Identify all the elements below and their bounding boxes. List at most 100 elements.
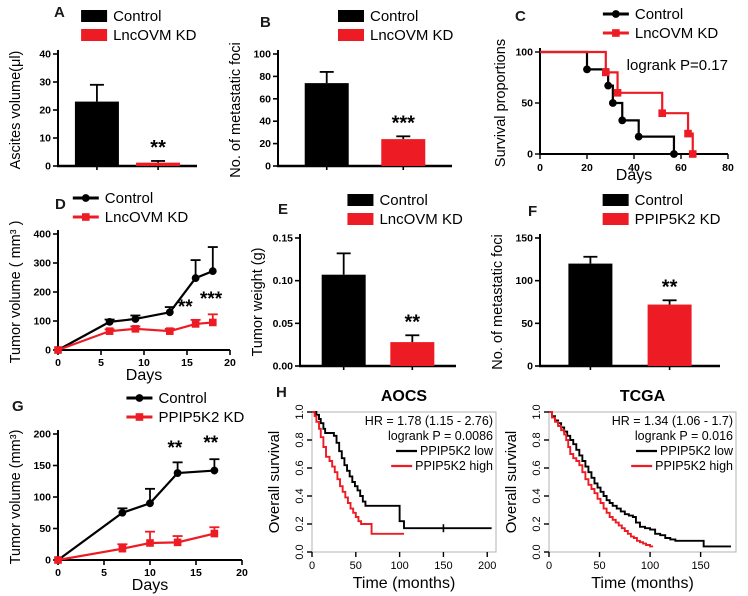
- legend-label-control: Control: [635, 6, 683, 23]
- y-tick-label: 150: [33, 460, 51, 472]
- marker-square: [166, 327, 174, 335]
- x-tick-label: 20: [581, 162, 593, 174]
- y-tick-label: 200: [33, 287, 51, 299]
- y-tick-label: 150: [515, 233, 533, 245]
- chart-km-tcga: TCGA 0.0 0.2 0.4 0.6 0.8 1.0 0 50 100 150 Time (mon…: [503, 388, 737, 592]
- panel-b: B 0 20 40 60 80 100 No. of metastatic foci *** C…: [228, 4, 478, 184]
- annotation-text: logrank P=0.17: [627, 57, 728, 74]
- marker-square: [82, 213, 90, 221]
- significance-label: ***: [200, 289, 223, 310]
- series-line-ppip5k2-high: [312, 411, 404, 535]
- x-tick-label: 15: [181, 357, 193, 369]
- y-axis-label: Ascites volume(μl): [8, 51, 24, 170]
- plot-border: [311, 411, 497, 553]
- x-tick-label: 50: [350, 560, 362, 572]
- marker-circle: [173, 469, 182, 477]
- y-tick-label: 0: [527, 361, 533, 373]
- significance-label: **: [662, 276, 678, 298]
- panel-c: C 0 50 100 0 20 40 60 80 Days Survival proportion…: [492, 4, 744, 184]
- marker-square: [135, 413, 144, 421]
- marker-square: [210, 529, 219, 538]
- marker-square: [131, 325, 140, 333]
- legend-label-ppip5k2-kd: PPIP5K2 KD: [635, 211, 721, 228]
- significance-label: **: [167, 438, 182, 459]
- legend-swatch-lncovm-kd: [347, 213, 374, 225]
- y-tick-label: 1.0: [294, 404, 306, 419]
- legend-label-control: Control: [158, 390, 206, 407]
- y-tick-label: 50: [521, 318, 533, 330]
- marker-square: [54, 346, 62, 354]
- marker-circle: [208, 267, 217, 276]
- marker-circle: [131, 315, 140, 323]
- marker-square: [658, 109, 666, 117]
- y-tick-label: 300: [33, 258, 51, 270]
- chart-title: AOCS: [381, 388, 428, 405]
- x-axis-label: Time (months): [353, 575, 456, 592]
- panel-h-aocs: H AOCS 0.0 0.2 0.4 0.6 0.8 1.0 0 50 100 150 200 Time…: [266, 384, 508, 594]
- marker-square: [612, 29, 620, 37]
- marker-square: [613, 89, 622, 97]
- marker-square: [602, 68, 610, 77]
- y-tick-label: 0: [45, 345, 51, 357]
- y-tick-label: 0.15: [273, 233, 294, 245]
- x-tick-label: 0: [55, 567, 61, 579]
- legend-swatch-lncovm-kd: [81, 29, 108, 41]
- legend-swatch-ppip5k2-kd: [602, 213, 629, 225]
- panel-g-letter: G: [12, 398, 24, 415]
- legend-swatch-control: [81, 10, 108, 22]
- x-tick-label: 0: [309, 560, 315, 572]
- y-tick-label: 20: [39, 105, 51, 117]
- chart-tumor-volume-ppip5k2: 0 50 100 150 200 Tumor volume (mm³) 0 5 10 15 20 Da…: [8, 390, 248, 594]
- annotation-text: HR = 1.78 (1.15 - 2.76): [365, 414, 493, 428]
- panel-e-letter: E: [278, 201, 289, 218]
- y-tick-label: 0.8: [294, 432, 306, 447]
- chart-survival-lncovm: 0 50 100 0 20 40 60 80 Days Survival proportions l…: [493, 6, 734, 184]
- legend-label-lncovm-kd: LncOVM KD: [105, 209, 189, 226]
- x-tick-label: 0: [546, 560, 552, 572]
- panel-d-letter: D: [55, 196, 66, 213]
- marker-circle: [634, 132, 643, 141]
- marker-circle: [583, 65, 591, 74]
- x-tick-label: 200: [478, 560, 496, 572]
- chart-tumor-volume-lncovm: 0 100 200 300 400 Tumor volume ( mm³ ) 0 5 10 15 2…: [8, 190, 236, 384]
- y-tick-label: 0.05: [273, 318, 294, 330]
- y-tick-label: 0: [45, 161, 51, 173]
- y-tick-label: 60: [259, 93, 271, 105]
- legend-label-lncovm-kd: LncOVM KD: [635, 25, 719, 42]
- panel-g: G 0 50 100 150 200 Tumor volume (mm³) 0 5 10 15 20…: [8, 388, 260, 594]
- y-tick-label: 30: [39, 77, 51, 89]
- x-tick-label: 100: [641, 560, 659, 572]
- significance-label: **: [203, 433, 218, 454]
- y-tick-label: 50: [39, 523, 51, 535]
- panel-f: F 0 50 100 150 No. of metastatic foci ** Contr…: [490, 188, 746, 384]
- marker-circle: [165, 308, 174, 317]
- y-tick-label: 40: [259, 116, 271, 128]
- y-tick-label: 80: [259, 71, 271, 83]
- panel-h-letter: H: [276, 384, 287, 401]
- y-tick-label: 40: [39, 49, 51, 61]
- chart-ascites-volume: 0 10 20 30 40 Ascites volume(μl) ** Control LncO…: [8, 8, 197, 173]
- legend-swatch-lncovm-kd: [338, 29, 364, 41]
- significance-label: **: [178, 297, 193, 318]
- y-tick-label: 0.0: [294, 544, 306, 559]
- marker-circle: [611, 10, 620, 18]
- x-axis-label: Days: [132, 577, 168, 594]
- y-tick-label: 0.10: [273, 275, 294, 287]
- y-axis-label: Survival proportions: [493, 39, 509, 167]
- legend-label-ppip5k2-high: PPIP5K2 high: [655, 459, 733, 473]
- y-tick-label: 100: [253, 49, 271, 61]
- legend-label-control: Control: [635, 192, 683, 209]
- y-axis-label: Tumor volume ( mm³ ): [8, 221, 24, 364]
- chart-metastatic-foci-lncovm: 0 20 40 60 80 100 No. of metastatic foci *** Con…: [228, 8, 454, 178]
- panel-d: D 0 100 200 300 400 Tumor volume ( mm³ ) 0 5 10 1…: [8, 188, 248, 384]
- x-tick-label: 0: [55, 357, 61, 369]
- x-tick-label: 10: [144, 567, 156, 579]
- chart-metastatic-foci-ppip5k2: 0 50 100 150 No. of metastatic foci ** Control…: [490, 192, 721, 373]
- x-tick-label: 0: [537, 162, 543, 174]
- chart-tumor-weight: 0.00 0.05 0.10 0.15 Tumor weight (g) ** Contro…: [250, 192, 463, 373]
- x-tick-label: 150: [691, 560, 709, 572]
- y-tick-label: 20: [259, 138, 271, 150]
- x-axis-label: Days: [616, 167, 652, 184]
- y-tick-label: 100: [33, 316, 51, 328]
- panel-e: E 0.00 0.05 0.10 0.15 Tumor weight (g) ** Cont…: [250, 188, 482, 384]
